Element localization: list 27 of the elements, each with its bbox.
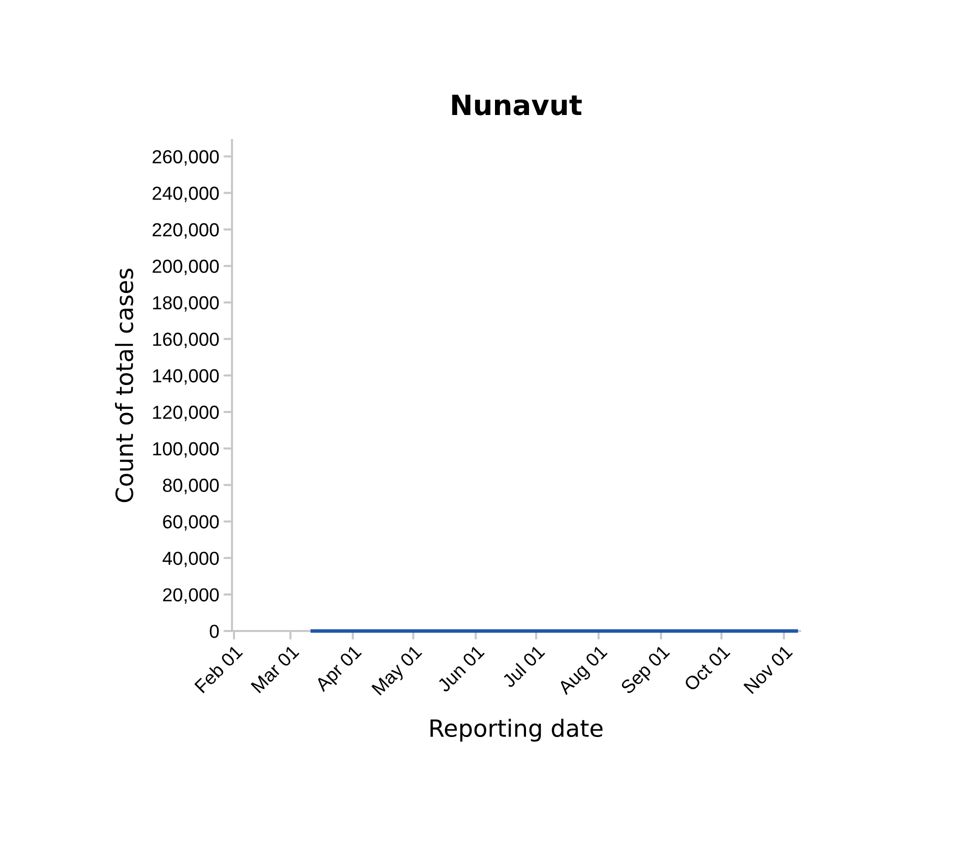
- y-tick-label: 120,000: [153, 406, 219, 422]
- x-tick-label: Sep 01: [620, 644, 673, 698]
- x-tick-label: Aug 01: [556, 644, 610, 698]
- y-axis-title: Count of total cases: [114, 268, 134, 502]
- x-tick-label: Apr 01: [314, 644, 365, 695]
- y-tick-label: 260,000: [152, 150, 219, 166]
- x-tick-label: Jul 01: [500, 644, 546, 688]
- y-tick-label: 40,000: [162, 552, 219, 568]
- y-tick-label: 180,000: [153, 296, 219, 312]
- y-tick-label: 0: [210, 624, 219, 638]
- x-tick-label: Mar 01: [250, 644, 300, 694]
- x-tick-label: Nov 01: [743, 644, 793, 694]
- x-tick-label: Jun 01: [436, 644, 485, 693]
- y-tick-label: 160,000: [153, 332, 219, 348]
- y-tick-label: 200,000: [152, 260, 219, 276]
- x-tick-label: Oct 01: [683, 644, 731, 692]
- x-tick-label: Feb 01: [194, 644, 244, 694]
- y-tick-label: 60,000: [163, 515, 219, 531]
- y-tick-label: 140,000: [153, 369, 219, 385]
- y-tick-label: 100,000: [153, 442, 219, 458]
- x-axis-title: Reporting date: [430, 718, 603, 742]
- y-tick-label: 240,000: [152, 186, 219, 202]
- y-tick-label: 80,000: [162, 478, 219, 494]
- y-tick-label: 20,000: [163, 588, 219, 604]
- x-tick-label: May 01: [371, 644, 425, 698]
- y-tick-label: 220,000: [152, 223, 219, 239]
- chart-title: Nunavut: [452, 94, 582, 116]
